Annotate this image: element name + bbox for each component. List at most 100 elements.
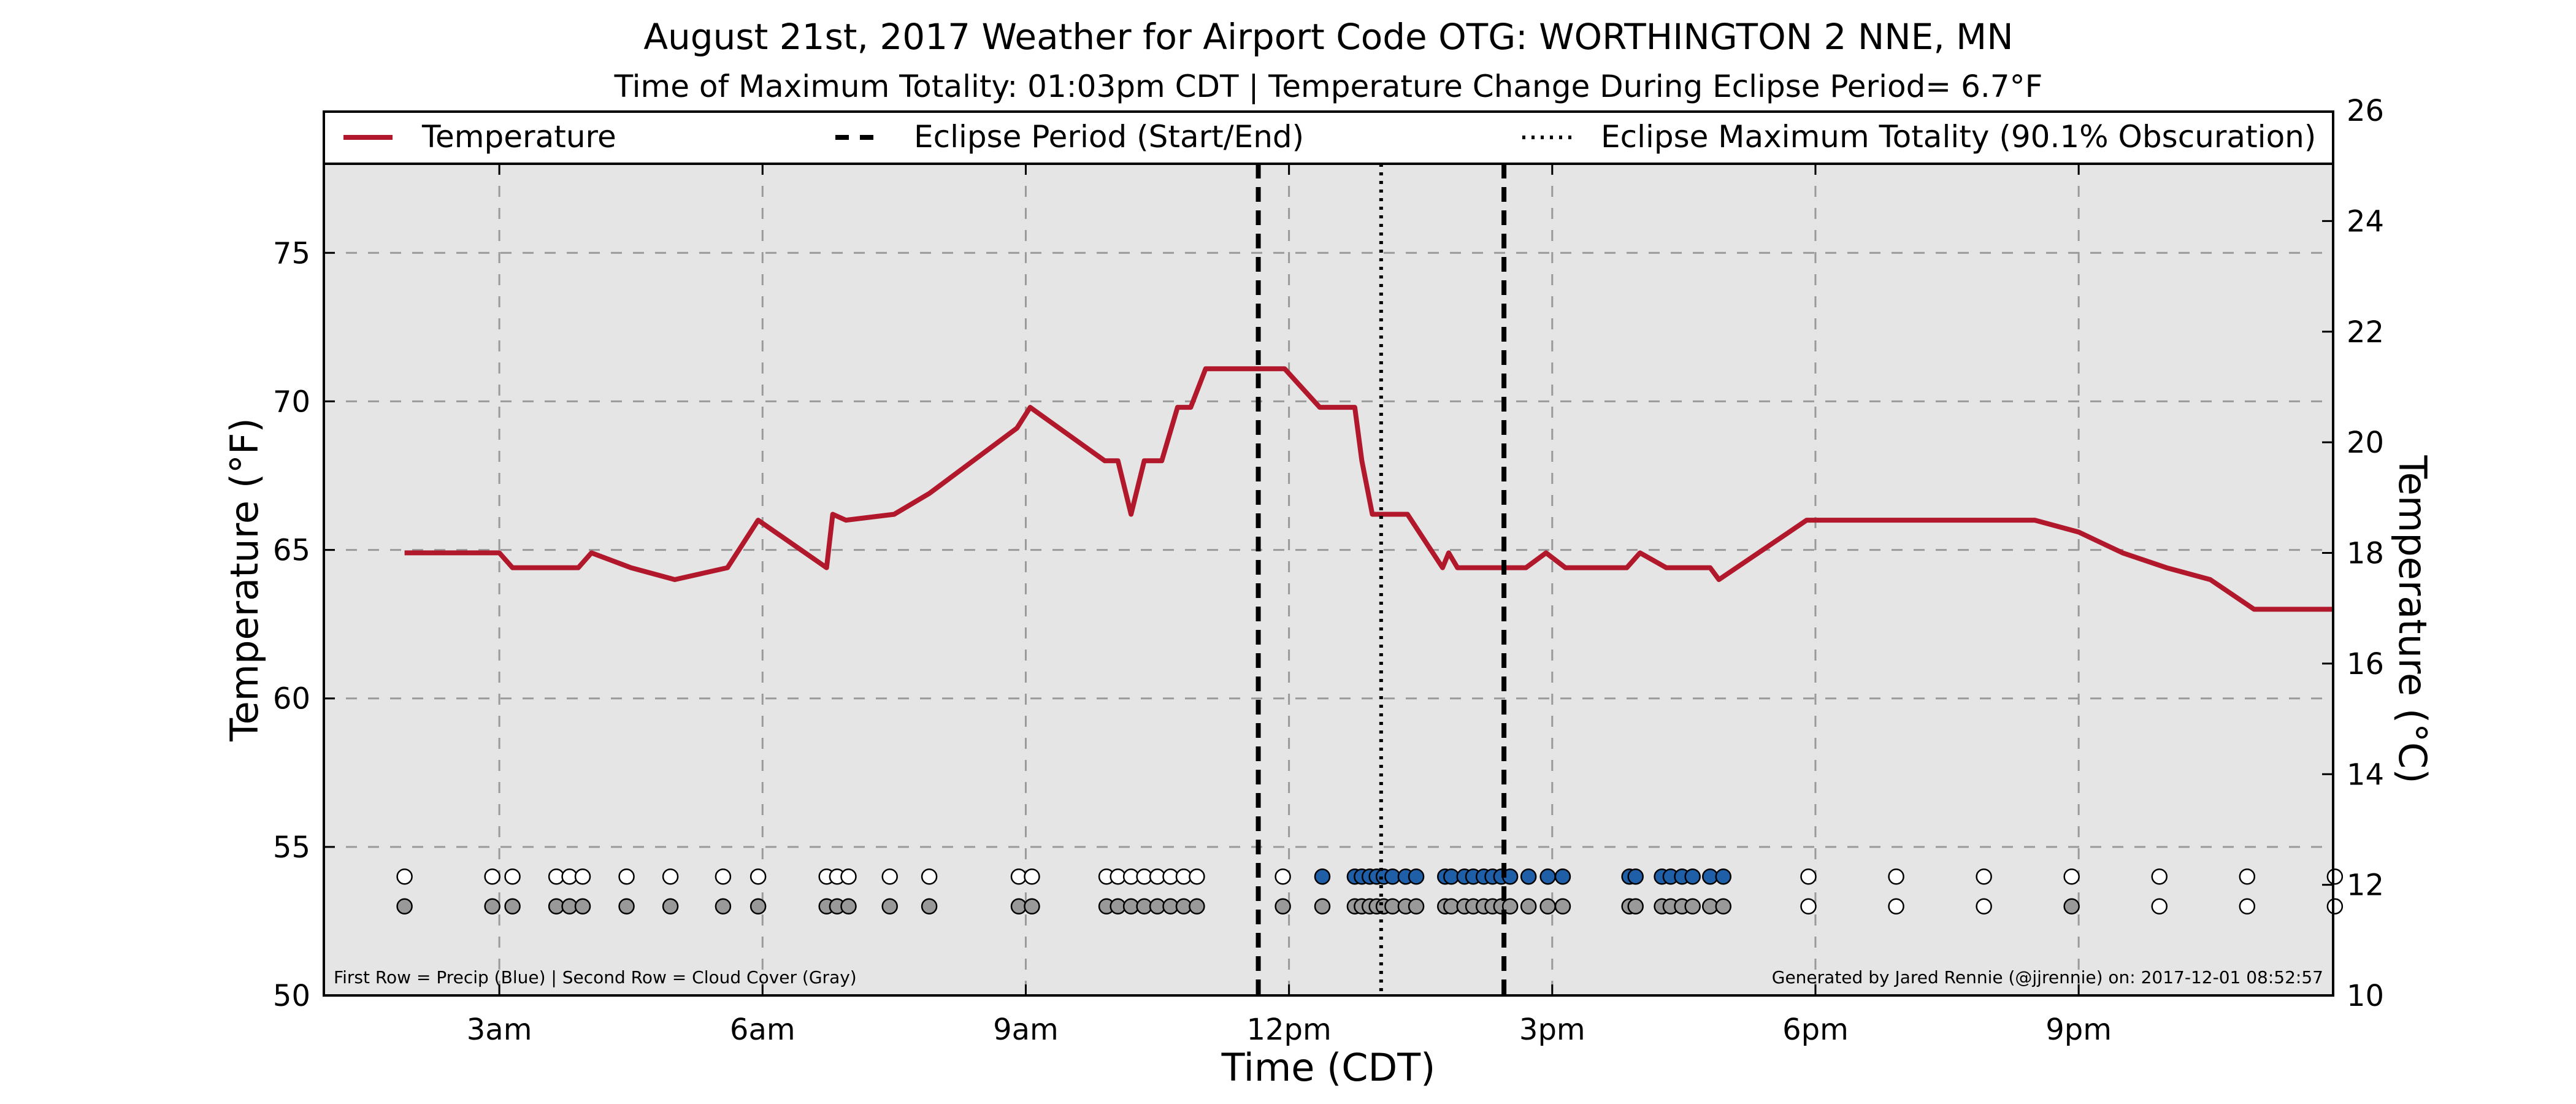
plot-area bbox=[324, 164, 2333, 995]
y-tick-label-left: 60 bbox=[273, 682, 310, 716]
precip-marker bbox=[1715, 868, 1732, 885]
cloud-marker bbox=[1888, 898, 1904, 914]
precip-marker bbox=[662, 868, 679, 885]
cloud-marker bbox=[2151, 898, 2168, 914]
cloud-marker bbox=[2326, 898, 2344, 914]
precip-marker bbox=[1024, 868, 1040, 885]
precip-marker bbox=[618, 868, 635, 885]
y-tick-label-left: 50 bbox=[273, 979, 310, 1013]
precip-marker bbox=[1539, 868, 1556, 885]
cloud-marker bbox=[1976, 898, 1992, 914]
cloud-marker bbox=[396, 898, 413, 914]
rows-note: First Row = Precip (Blue) | Second Row =… bbox=[334, 967, 857, 987]
precip-marker bbox=[1189, 868, 1205, 885]
cloud-marker bbox=[662, 898, 679, 914]
precip-marker bbox=[840, 868, 857, 885]
legend-max-totality-label: Eclipse Maximum Totality (90.1% Obscurat… bbox=[1601, 119, 2316, 155]
cloud-marker bbox=[1684, 898, 1701, 914]
precip-marker bbox=[1888, 868, 1904, 885]
cloud-marker bbox=[1715, 898, 1732, 914]
precip-marker bbox=[484, 868, 500, 885]
cloud-marker bbox=[504, 898, 521, 914]
cloud-marker bbox=[618, 898, 635, 914]
precip-marker bbox=[1314, 868, 1331, 885]
y-tick-label-left: 65 bbox=[273, 534, 310, 568]
y-tick-label-right: 20 bbox=[2347, 426, 2384, 460]
cloud-marker bbox=[1275, 898, 1291, 914]
cloud-marker bbox=[1314, 898, 1331, 914]
precip-marker bbox=[1275, 868, 1291, 885]
cloud-marker bbox=[715, 898, 732, 914]
temperature-series bbox=[404, 366, 2333, 612]
chart-title: August 21st, 2017 Weather for Airport Co… bbox=[643, 16, 2013, 58]
x-axis-ticks: 3am 6am 9am 12pm 3pm 6pm 9pm bbox=[467, 164, 2112, 1047]
precip-marker bbox=[1520, 868, 1537, 885]
precip-marker bbox=[749, 868, 767, 885]
x-tick-label: 6pm bbox=[1782, 1013, 1849, 1047]
precip-marker bbox=[2151, 868, 2168, 885]
cloud-marker bbox=[921, 898, 938, 914]
precip-marker bbox=[1800, 868, 1817, 885]
legend-box bbox=[323, 110, 2334, 165]
precip-cloud-markers bbox=[396, 868, 2344, 914]
x-axis-label: Time (CDT) bbox=[1221, 1045, 1436, 1090]
cloud-marker bbox=[1408, 898, 1425, 914]
y-tick-label-left: 70 bbox=[273, 385, 310, 419]
cloud-marker bbox=[1800, 898, 1817, 914]
x-tick-label: 3pm bbox=[1519, 1013, 1585, 1047]
y-tick-label-right: 22 bbox=[2347, 315, 2384, 350]
y-tick-label-right: 12 bbox=[2347, 868, 2384, 903]
precip-marker bbox=[2239, 868, 2256, 885]
cloud-marker bbox=[2063, 898, 2080, 914]
x-tick-label: 3am bbox=[467, 1013, 532, 1047]
precip-marker bbox=[574, 868, 591, 885]
y-axis-left-ticks: 50 55 60 65 70 75 bbox=[273, 236, 335, 1013]
precip-marker bbox=[1976, 868, 1992, 885]
cloud-marker bbox=[1024, 898, 1040, 914]
precip-marker bbox=[2326, 868, 2344, 885]
precip-marker bbox=[881, 868, 898, 885]
precip-marker bbox=[1684, 868, 1701, 885]
cloud-marker bbox=[2239, 898, 2256, 914]
cloud-marker bbox=[1539, 898, 1556, 914]
x-tick-label: 12pm bbox=[1246, 1013, 1331, 1047]
y-axis-right-ticks: 10 12 14 16 18 20 22 24 26 bbox=[2322, 94, 2384, 1013]
precip-marker bbox=[715, 868, 732, 885]
legend-temperature-label: Temperature bbox=[421, 119, 616, 155]
y-tick-label-right: 24 bbox=[2347, 204, 2384, 239]
precip-marker bbox=[504, 868, 521, 885]
cloud-marker bbox=[1554, 898, 1571, 914]
x-tick-label: 6am bbox=[730, 1013, 795, 1047]
precip-marker bbox=[1627, 868, 1644, 885]
y-tick-label-left: 75 bbox=[273, 236, 310, 270]
cloud-marker bbox=[1520, 898, 1537, 914]
precip-marker bbox=[921, 868, 938, 885]
y-tick-label-left: 55 bbox=[273, 830, 310, 865]
cloud-marker bbox=[881, 898, 898, 914]
credit-note: Generated by Jared Rennie (@jjrennie) on… bbox=[1772, 967, 2323, 987]
legend-eclipse-period-label: Eclipse Period (Start/End) bbox=[914, 119, 1304, 155]
x-tick-label: 9am bbox=[993, 1013, 1059, 1047]
x-tick-label: 9pm bbox=[2045, 1013, 2112, 1047]
cloud-marker bbox=[574, 898, 591, 914]
y-tick-label-right: 16 bbox=[2347, 647, 2384, 681]
cloud-marker bbox=[484, 898, 500, 914]
cloud-marker bbox=[1627, 898, 1644, 914]
y-tick-label-right: 14 bbox=[2347, 757, 2384, 792]
precip-marker bbox=[2063, 868, 2080, 885]
grid-lines bbox=[324, 164, 2333, 995]
y-axis-right-label: Temperature (°C) bbox=[2390, 454, 2435, 783]
plot-frame bbox=[323, 163, 2334, 997]
chart-subtitle: Time of Maximum Totality: 01:03pm CDT | … bbox=[614, 69, 2043, 104]
y-axis-left-label: Temperature (°F) bbox=[222, 418, 267, 742]
cloud-marker bbox=[840, 898, 857, 914]
precip-marker bbox=[1408, 868, 1425, 885]
precip-marker bbox=[1554, 868, 1571, 885]
y-tick-label-right: 10 bbox=[2347, 979, 2384, 1013]
cloud-marker bbox=[749, 898, 767, 914]
precip-marker bbox=[396, 868, 413, 885]
cloud-marker bbox=[1189, 898, 1205, 914]
y-tick-label-right: 18 bbox=[2347, 537, 2384, 571]
eclipse-lines bbox=[1255, 164, 1507, 995]
